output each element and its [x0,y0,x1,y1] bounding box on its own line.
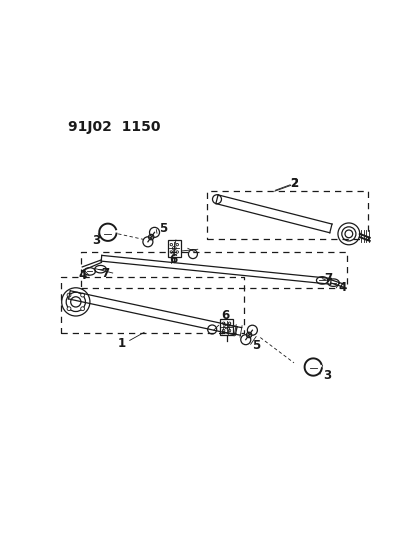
Circle shape [176,244,178,246]
Circle shape [81,307,84,311]
Text: 5: 5 [252,339,260,352]
Circle shape [222,322,224,325]
Circle shape [62,288,90,316]
Text: 2: 2 [289,176,297,190]
Circle shape [66,292,85,311]
Text: 7: 7 [101,267,109,280]
Circle shape [170,251,172,253]
Circle shape [228,329,230,332]
Circle shape [81,293,84,297]
Text: 4: 4 [337,281,345,294]
Text: 3: 3 [92,235,100,247]
Circle shape [67,307,71,311]
Text: 7: 7 [323,272,332,285]
Text: 91J02  1150: 91J02 1150 [68,120,160,134]
Bar [167,240,180,257]
Text: 6: 6 [221,309,228,322]
Circle shape [67,293,71,297]
Text: 3: 3 [322,369,330,382]
Circle shape [228,322,230,325]
Text: 4: 4 [78,269,86,282]
Circle shape [176,251,178,253]
Text: 5: 5 [159,222,167,235]
Bar [219,319,233,335]
Circle shape [170,244,172,246]
Circle shape [71,297,81,307]
Text: 6: 6 [169,253,177,266]
Text: 1: 1 [117,337,126,350]
Circle shape [222,329,224,332]
Text: 2: 2 [289,176,297,190]
